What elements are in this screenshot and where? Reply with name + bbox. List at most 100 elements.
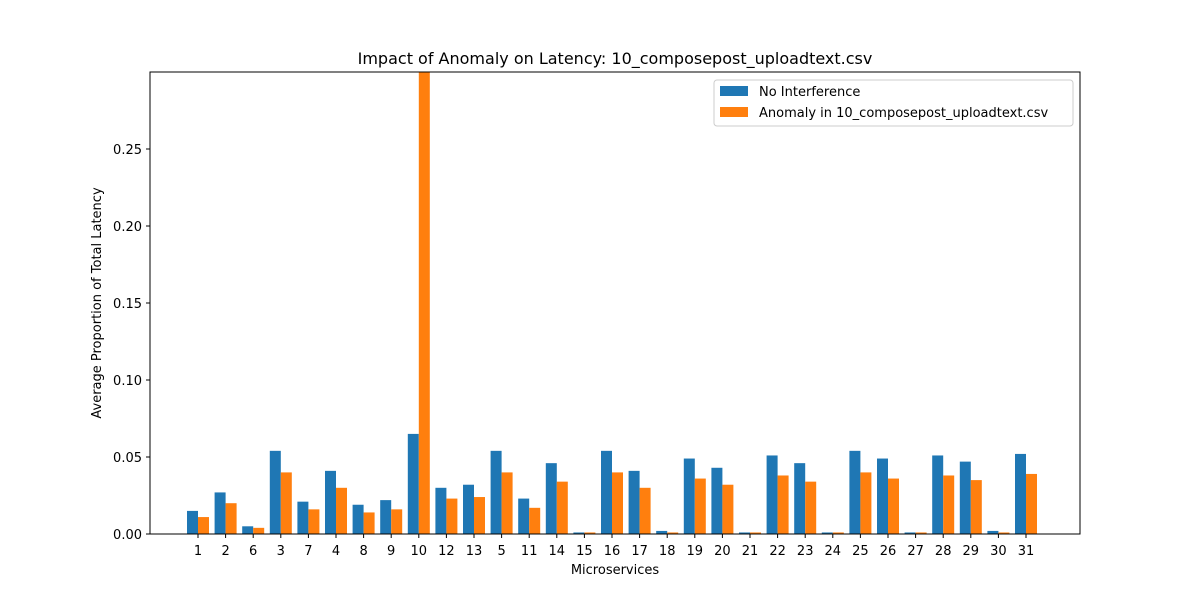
x-axis-label: Microservices (571, 563, 660, 578)
x-tick-label: 7 (304, 544, 312, 559)
bar-anomaly-7 (308, 509, 320, 534)
legend-frame (713, 79, 1074, 127)
x-tick-label: 11 (521, 544, 538, 559)
x-tick-label: 13 (466, 544, 483, 559)
x-tick-label: 14 (549, 544, 566, 559)
bar-no-interference-3 (269, 450, 281, 534)
x-tick-label: 24 (825, 544, 842, 559)
bar-anomaly-17 (639, 487, 651, 534)
bar-anomaly-16 (612, 472, 623, 534)
x-tick-label: 9 (387, 544, 395, 559)
bar-anomaly-25 (860, 472, 872, 534)
bar-no-interference-31 (1015, 453, 1026, 534)
bar-anomaly-14 (556, 481, 568, 534)
y-tick-label: 0.05 (113, 451, 142, 466)
y-tick-label: 0.20 (113, 220, 142, 235)
x-tick-label: 31 (1018, 544, 1035, 559)
x-tick-label: 15 (576, 544, 593, 559)
bar-anomaly-5 (501, 472, 513, 534)
x-tick-label: 5 (497, 544, 505, 559)
bar-anomaly-11 (529, 507, 541, 534)
bar-no-interference-15 (573, 532, 585, 534)
bar-anomaly-20 (722, 484, 734, 534)
bar-no-interference-20 (711, 467, 723, 534)
x-tick-label: 21 (742, 544, 759, 559)
bar-anomaly-28 (943, 475, 955, 534)
bar-anomaly-2 (225, 503, 237, 534)
bar-no-interference-16 (601, 450, 612, 534)
bar-no-interference-7 (297, 501, 309, 534)
bar-no-interference-21 (739, 532, 750, 534)
bar-no-interference-13 (463, 484, 474, 534)
y-tick-label: 0.00 (113, 528, 142, 543)
bar-anomaly-24 (832, 532, 844, 534)
bar-anomaly-19 (694, 478, 706, 534)
bar-no-interference-30 (987, 530, 999, 534)
y-tick-label: 0.15 (113, 297, 142, 312)
y-tick-label: 0.25 (113, 143, 142, 158)
bar-no-interference-17 (628, 470, 640, 534)
bar-anomaly-22 (777, 475, 789, 534)
legend: No Interference Anomaly in 10_composepos… (713, 79, 1074, 127)
legend-swatch-no-interference (720, 86, 748, 96)
bar-no-interference-29 (959, 461, 971, 534)
x-axis-ticks: 1 2 6 3 7 4 8 9 10 12 13 5 11 14 15 16 17 18 19 20 21 22 23 24 2… (194, 534, 1034, 559)
bar-anomaly-10 (418, 72, 430, 534)
bar-anomaly-18 (667, 532, 679, 534)
x-tick-label: 27 (907, 544, 924, 559)
x-tick-label: 25 (852, 544, 869, 559)
x-tick-label: 20 (714, 544, 731, 559)
bar-no-interference-12 (435, 487, 447, 534)
x-tick-label: 2 (221, 544, 229, 559)
bar-no-interference-11 (518, 498, 530, 534)
bar-anomaly-29 (970, 480, 982, 534)
legend-label-anomaly: Anomaly in 10_composepost_uploadtext.csv (759, 106, 1048, 121)
x-tick-label: 26 (880, 544, 897, 559)
x-tick-label: 19 (687, 544, 704, 559)
bar-no-interference-1 (187, 510, 198, 534)
x-tick-label: 12 (438, 544, 455, 559)
bar-anomaly-3 (280, 472, 292, 534)
bar-anomaly-31 (1026, 473, 1037, 534)
x-tick-label: 8 (359, 544, 367, 559)
x-tick-label: 28 (935, 544, 952, 559)
bar-anomaly-13 (474, 497, 485, 534)
x-tick-label: 29 (963, 544, 980, 559)
y-tick-label: 0.10 (113, 374, 142, 389)
x-tick-label: 4 (332, 544, 340, 559)
bar-no-interference-27 (904, 532, 916, 534)
bar-no-interference-14 (545, 463, 557, 534)
legend-swatch-anomaly (720, 107, 748, 117)
bar-anomaly-4 (336, 487, 347, 534)
bar-no-interference-9 (380, 500, 392, 534)
x-tick-label: 6 (249, 544, 257, 559)
bar-anomaly-6 (253, 527, 265, 534)
x-tick-label: 1 (194, 544, 202, 559)
bar-no-interference-10 (407, 433, 419, 534)
bar-anomaly-15 (584, 532, 596, 534)
bar-anomaly-8 (363, 512, 375, 534)
x-tick-label: 3 (277, 544, 285, 559)
bar-anomaly-9 (391, 509, 403, 534)
bar-no-interference-25 (849, 450, 861, 534)
y-axis-ticks: 0.00 0.05 0.10 0.15 0.20 0.25 (113, 143, 150, 543)
x-tick-label: 18 (659, 544, 676, 559)
bar-anomaly-26 (888, 478, 899, 534)
bar-anomaly-12 (446, 498, 458, 534)
bar-no-interference-5 (490, 450, 502, 534)
bar-anomaly-1 (198, 517, 209, 534)
x-tick-label: 30 (990, 544, 1007, 559)
bar-no-interference-2 (214, 492, 226, 534)
y-axis-label: Average Proportion of Total Latency (90, 187, 105, 419)
bar-no-interference-8 (352, 504, 364, 534)
bar-anomaly-27 (915, 532, 927, 534)
legend-label-no-interference: No Interference (759, 85, 860, 100)
bar-no-interference-26 (877, 458, 888, 534)
plot-frame (149, 71, 1081, 535)
x-tick-label: 16 (604, 544, 621, 559)
x-tick-label: 17 (631, 544, 648, 559)
bar-no-interference-22 (766, 455, 778, 534)
bars-group (187, 72, 1037, 534)
x-tick-label: 10 (411, 544, 428, 559)
